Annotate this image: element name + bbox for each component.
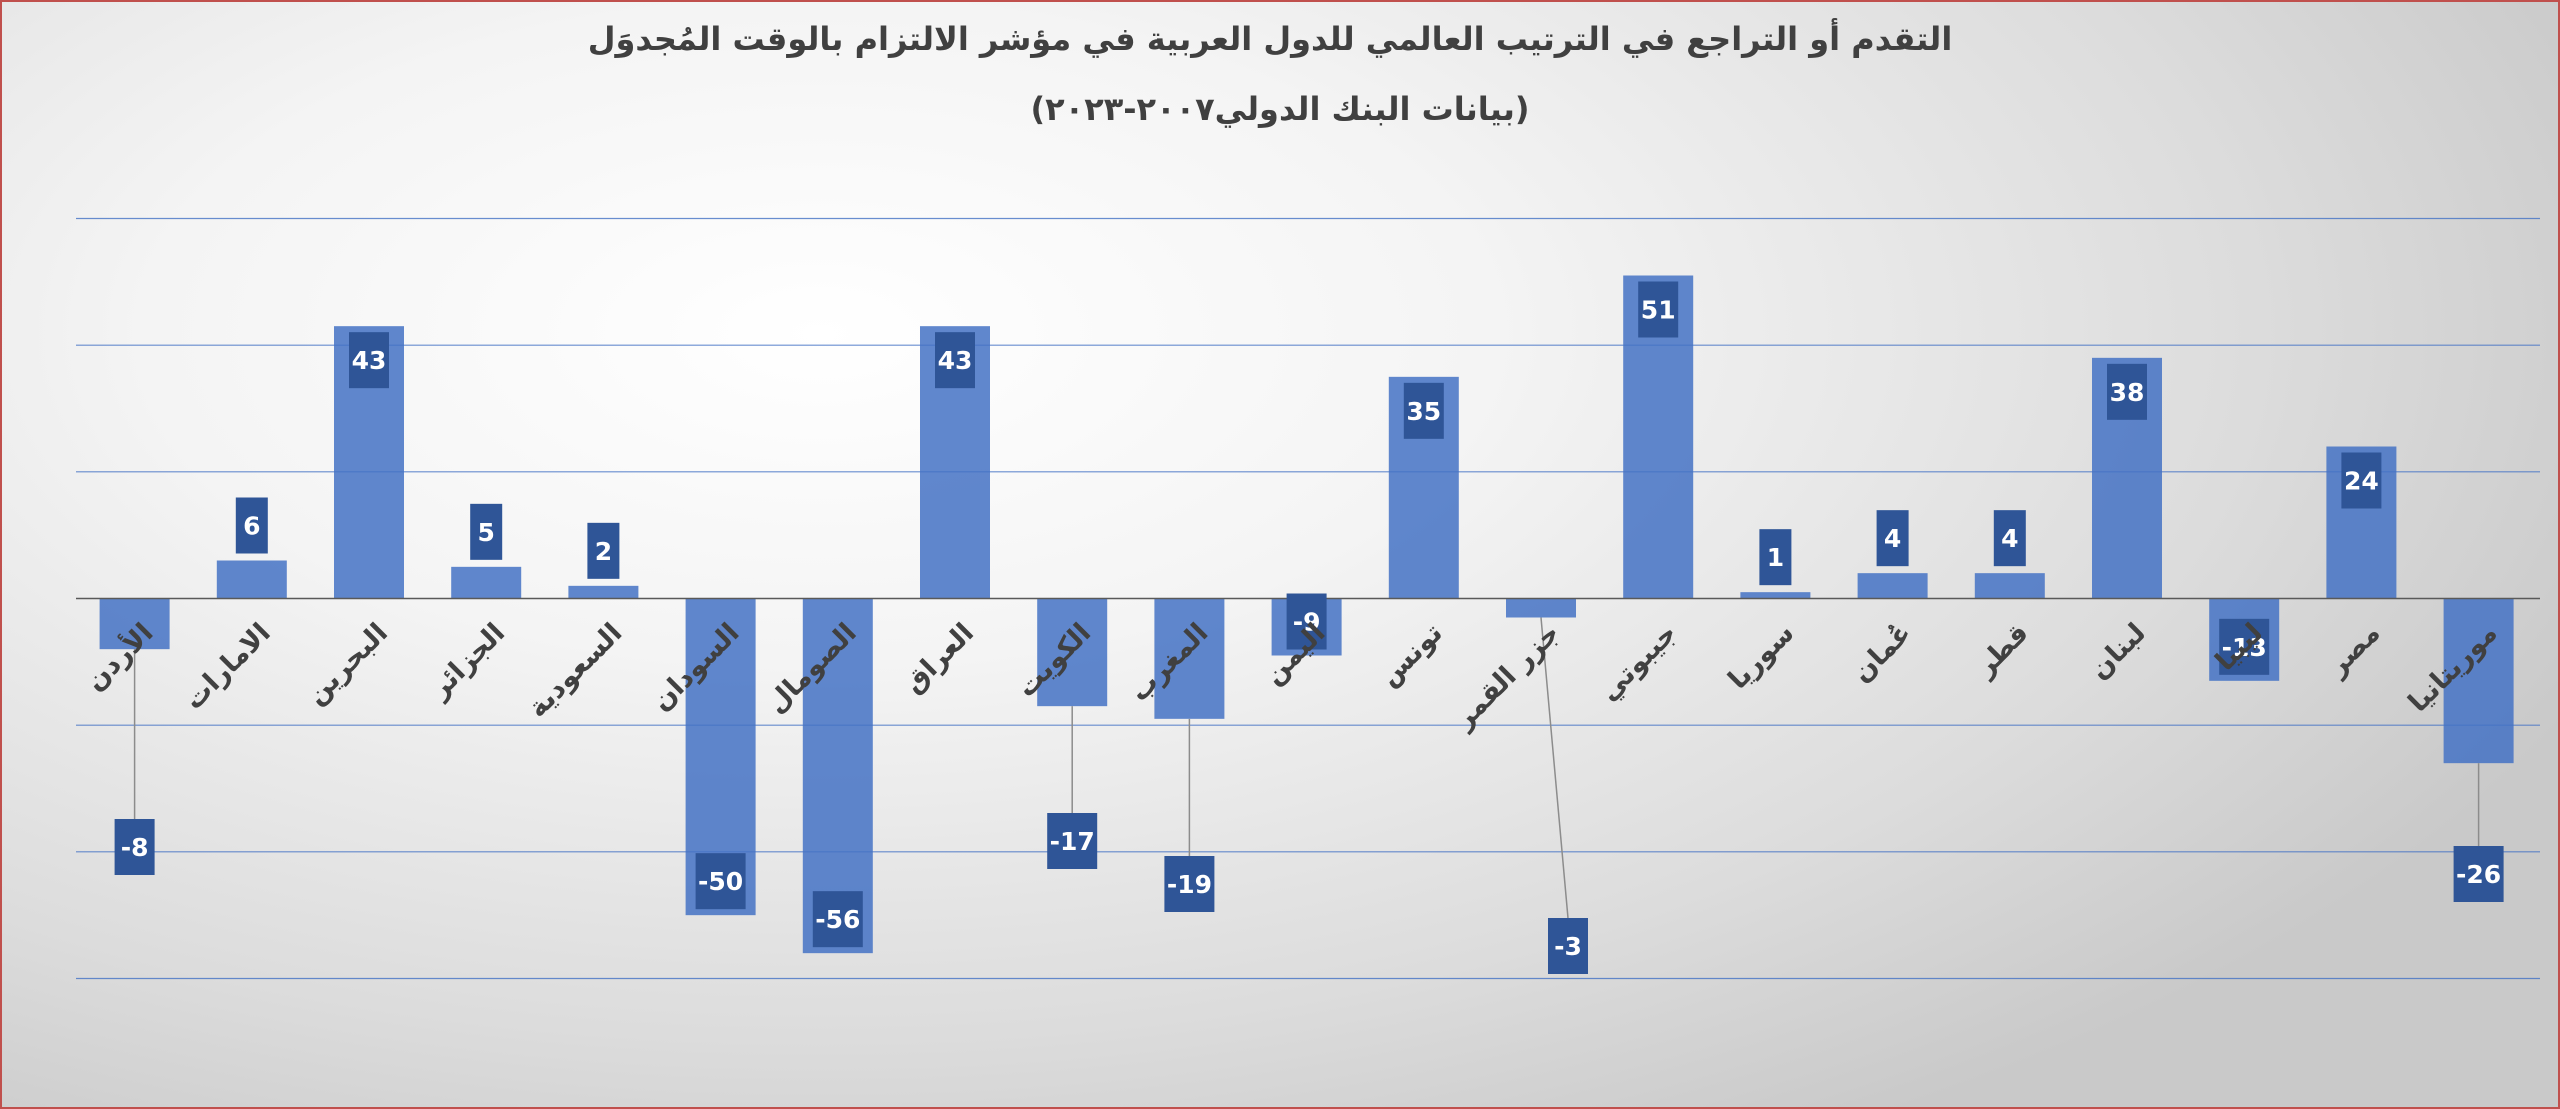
data-label-box bbox=[114, 819, 155, 875]
data-label: -50 bbox=[698, 867, 743, 896]
bar bbox=[1154, 598, 1225, 719]
leader-line bbox=[1540, 617, 1569, 919]
category-label: مصر bbox=[2321, 618, 2387, 684]
data-label: 4 bbox=[1884, 524, 1901, 553]
data-label-box bbox=[935, 332, 975, 389]
category-label: الجزائر bbox=[423, 618, 511, 706]
data-label: -3 bbox=[1554, 932, 1582, 961]
category-label: سوريا bbox=[1722, 618, 1800, 696]
bar bbox=[216, 560, 287, 599]
category-label: تونس bbox=[1374, 618, 1449, 693]
data-label-box bbox=[1638, 281, 1679, 338]
data-label-box bbox=[1548, 918, 1588, 974]
bar bbox=[568, 585, 639, 599]
category-label: الامارات bbox=[178, 618, 276, 716]
data-label-box bbox=[1047, 813, 1098, 869]
bar bbox=[1506, 598, 1576, 618]
data-label: 2 bbox=[595, 537, 612, 566]
category-label: جيبوتي bbox=[1593, 618, 1683, 708]
data-label-box bbox=[1403, 382, 1444, 439]
data-labels: -8 6 43 5 2 -50 -56 43 -17 -19 -9 35 -3 51 1 4 4 38 -13 24 -… bbox=[114, 281, 2504, 974]
data-label: -8 bbox=[121, 833, 149, 862]
data-label-box bbox=[1164, 856, 1215, 912]
gridlines bbox=[76, 217, 2540, 980]
category-label: لبنان bbox=[2084, 618, 2152, 686]
data-label-box bbox=[2453, 846, 2504, 902]
bar bbox=[1974, 573, 2045, 599]
data-label-box bbox=[349, 332, 389, 389]
data-label: 43 bbox=[938, 346, 973, 375]
data-label: 43 bbox=[352, 346, 387, 375]
data-label-box bbox=[235, 497, 268, 554]
bar bbox=[99, 598, 170, 650]
data-label-box bbox=[1993, 510, 2026, 567]
data-label: 6 bbox=[243, 512, 260, 541]
data-label: -56 bbox=[815, 905, 860, 934]
data-label: -13 bbox=[2222, 633, 2267, 662]
bar bbox=[1857, 573, 1928, 599]
data-label: 1 bbox=[1767, 543, 1784, 572]
data-label-box bbox=[587, 522, 620, 579]
data-label-box bbox=[470, 503, 503, 560]
data-label-box bbox=[695, 853, 746, 910]
data-label-box bbox=[2107, 363, 2147, 420]
data-label-box bbox=[1286, 593, 1327, 650]
bar bbox=[451, 566, 522, 599]
category-label: جزر القمر bbox=[1447, 618, 1566, 737]
data-label: -19 bbox=[1167, 870, 1212, 899]
data-label: -9 bbox=[1293, 608, 1321, 637]
data-label-box bbox=[2219, 618, 2270, 675]
data-label: 38 bbox=[2110, 378, 2145, 407]
data-label: 5 bbox=[477, 518, 494, 547]
bar bbox=[2443, 598, 2514, 764]
category-label: السعودية bbox=[522, 618, 628, 724]
category-label: قطر bbox=[1968, 618, 2034, 684]
data-label: -17 bbox=[1050, 827, 1095, 856]
category-label: البحرين bbox=[301, 618, 394, 711]
leader-lines bbox=[133, 617, 2480, 919]
data-label: 35 bbox=[1406, 397, 1441, 426]
chart-title: التقدم أو التراجع في الترتيب العالمي للد… bbox=[588, 18, 1953, 58]
bar bbox=[1740, 592, 1811, 599]
data-label-box bbox=[1759, 529, 1792, 586]
data-label-box bbox=[812, 891, 863, 948]
data-label-box bbox=[1876, 510, 1909, 567]
category-label: العراق bbox=[898, 618, 980, 700]
data-label: 51 bbox=[1641, 296, 1676, 325]
bar bbox=[1037, 598, 1108, 707]
category-label: عُمان bbox=[1846, 618, 1917, 689]
data-label: 4 bbox=[2001, 524, 2018, 553]
data-label-box bbox=[2341, 452, 2382, 509]
data-label: -26 bbox=[2456, 860, 2501, 889]
data-label: 24 bbox=[2344, 467, 2379, 496]
chart-subtitle: (بيانات البنك الدولي٢٠٠٧-٢٠٢٣) bbox=[1031, 90, 1530, 128]
